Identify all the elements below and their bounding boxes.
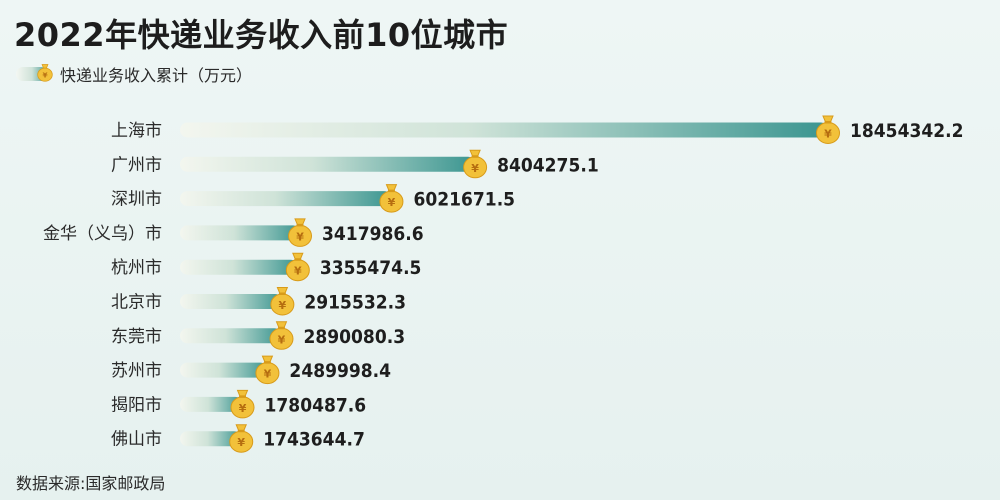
category-label: 佛山市 bbox=[111, 430, 162, 450]
value-label: 6021671.5 bbox=[413, 189, 515, 211]
svg-text:¥: ¥ bbox=[294, 265, 302, 278]
legend: ¥ 快递业务收入累计（万元） bbox=[16, 62, 252, 86]
money-bag-icon: ¥ bbox=[288, 218, 313, 247]
svg-text:¥: ¥ bbox=[278, 333, 286, 346]
value-label: 1743644.7 bbox=[263, 429, 365, 451]
svg-text:¥: ¥ bbox=[296, 230, 304, 243]
category-label: 杭州市 bbox=[111, 258, 162, 278]
bar bbox=[180, 396, 243, 412]
value-label: 3355474.5 bbox=[320, 257, 422, 279]
money-bag-icon: ¥ bbox=[230, 389, 255, 419]
money-bag-icon: ¥ bbox=[229, 424, 254, 453]
data-source: 数据来源:国家邮政局 bbox=[16, 474, 166, 493]
category-label: 金华（义乌）市 bbox=[43, 224, 162, 244]
category-label: 深圳市 bbox=[111, 190, 162, 210]
value-label: 1780487.6 bbox=[265, 394, 367, 416]
svg-text:¥: ¥ bbox=[264, 368, 272, 381]
category-label: 苏州市 bbox=[111, 361, 162, 381]
svg-text:¥: ¥ bbox=[824, 128, 832, 141]
money-bag-icon: ¥ bbox=[255, 355, 280, 385]
chart-title: 2022年快递业务收入前10位城市 bbox=[14, 16, 509, 54]
money-bag-icon: ¥ bbox=[37, 64, 53, 82]
bar bbox=[180, 328, 282, 344]
bar bbox=[180, 259, 298, 275]
bar bbox=[180, 122, 828, 138]
bar bbox=[180, 225, 301, 241]
value-label: 18454342.2 bbox=[850, 120, 964, 142]
money-bag-icon: ¥ bbox=[816, 115, 840, 144]
category-label: 广州市 bbox=[111, 155, 162, 175]
legend-label: 快递业务收入累计（万元） bbox=[60, 66, 253, 85]
money-bag-icon: ¥ bbox=[269, 321, 294, 350]
value-label: 8404275.1 bbox=[497, 154, 599, 176]
legend-swatch: ¥ bbox=[16, 64, 53, 82]
bar bbox=[180, 294, 283, 309]
value-label: 2489998.4 bbox=[289, 360, 391, 382]
svg-text:¥: ¥ bbox=[42, 71, 47, 80]
bar bbox=[180, 362, 268, 378]
category-label: 上海市 bbox=[111, 121, 162, 141]
category-label: 东莞市 bbox=[111, 327, 162, 347]
category-label: 揭阳市 bbox=[111, 395, 162, 415]
svg-text:¥: ¥ bbox=[239, 402, 247, 415]
bar bbox=[180, 431, 242, 447]
money-bag-icon: ¥ bbox=[270, 287, 295, 316]
category-label: 北京市 bbox=[111, 293, 162, 313]
svg-text:¥: ¥ bbox=[237, 436, 245, 449]
money-bag-icon: ¥ bbox=[379, 184, 404, 213]
value-label: 2915532.3 bbox=[304, 292, 406, 314]
svg-text:¥: ¥ bbox=[471, 162, 479, 175]
bar bbox=[180, 191, 392, 207]
svg-text:¥: ¥ bbox=[388, 196, 396, 209]
value-label: 3417986.6 bbox=[322, 223, 424, 245]
value-label: 2890080.3 bbox=[303, 326, 405, 348]
money-bag-icon: ¥ bbox=[285, 252, 310, 282]
money-bag-icon: ¥ bbox=[463, 149, 488, 179]
bar bbox=[180, 156, 476, 172]
svg-text:¥: ¥ bbox=[279, 299, 287, 312]
